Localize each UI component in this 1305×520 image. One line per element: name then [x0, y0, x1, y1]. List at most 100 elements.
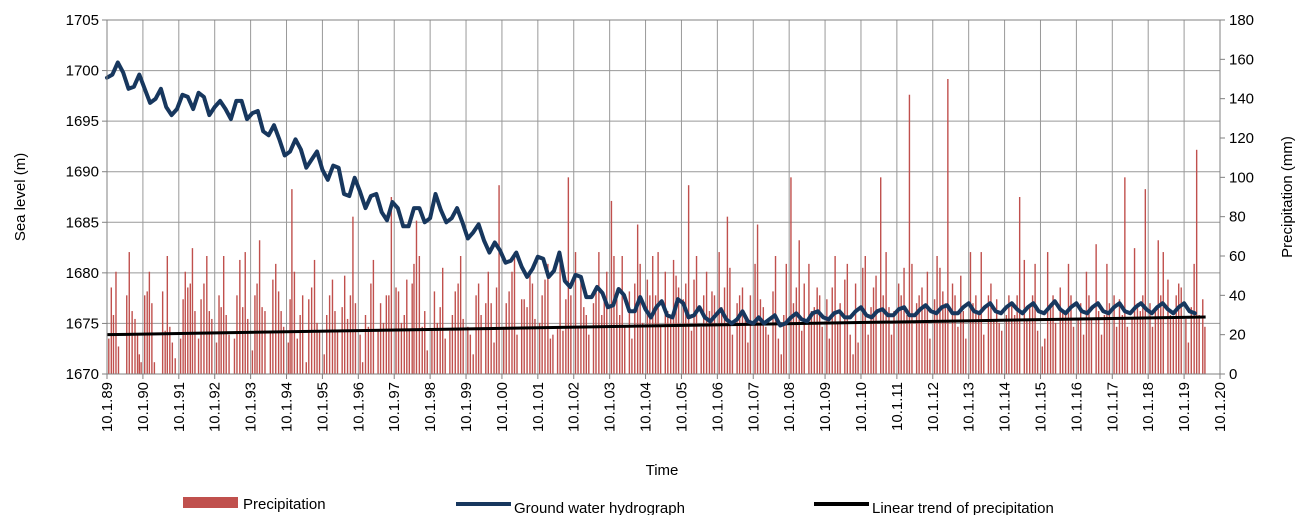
- precipitation-bar: [153, 362, 156, 374]
- precipitation-bar: [431, 330, 433, 374]
- precipitation-bar: [493, 342, 495, 374]
- precipitation-bar: [1049, 303, 1052, 374]
- x-tick-label: 10.1.14: [997, 382, 1014, 432]
- precipitation-bar: [1162, 252, 1164, 374]
- precipitation-bar: [331, 279, 334, 374]
- precipitation-bar: [182, 299, 184, 374]
- legend-label-precipitation: Precipitation: [243, 496, 326, 513]
- precipitation-bar: [326, 315, 328, 374]
- precipitation-bar: [171, 342, 174, 374]
- precipitation-bar: [174, 358, 176, 374]
- precipitation-bar: [467, 326, 469, 374]
- precipitation-bar: [942, 291, 944, 374]
- precipitation-bar: [731, 334, 734, 374]
- precipitation-bar: [705, 271, 708, 374]
- y-tick-label-right: 80: [1229, 209, 1246, 226]
- precipitation-bar: [498, 185, 500, 374]
- precipitation-bar: [397, 291, 400, 374]
- precipitation-bar: [677, 287, 680, 374]
- precipitation-bar: [1016, 295, 1018, 374]
- precipitation-bar: [933, 299, 936, 374]
- precipitation-bar: [1198, 315, 1200, 374]
- precipitation-bar: [1169, 315, 1172, 374]
- precipitation-bar: [1072, 326, 1075, 374]
- precipitation-bar: [472, 354, 474, 374]
- precipitation-bar: [634, 283, 636, 374]
- x-axis-title: Time: [646, 462, 679, 479]
- y-tick-label-right: 180: [1229, 12, 1254, 29]
- precipitation-bar: [918, 295, 920, 374]
- precipitation-bar: [480, 315, 482, 374]
- precipitation-bar: [606, 271, 608, 374]
- precipitation-bar: [765, 326, 767, 374]
- precipitation-bar: [1064, 315, 1067, 374]
- precipitation-bar: [960, 275, 962, 374]
- precipitation-bar: [1195, 149, 1198, 374]
- precipitation-bar: [588, 334, 590, 374]
- precipitation-bar: [239, 259, 241, 374]
- precipitation-bar: [343, 275, 346, 374]
- precipitation-bar: [736, 303, 738, 374]
- x-tick-label: 10.1.09: [817, 382, 834, 432]
- precipitation-bar: [1103, 315, 1106, 374]
- precipitation-bar: [703, 295, 705, 374]
- precipitation-bar: [169, 326, 171, 374]
- x-tick-label: 10.1.13: [961, 382, 978, 432]
- trend-layer: [106, 315, 1206, 337]
- precipitation-bar: [1193, 263, 1195, 374]
- precipitation-bar: [836, 322, 839, 374]
- precipitation-bar: [641, 322, 644, 374]
- precipitation-bar: [323, 354, 325, 374]
- precipitation-bar: [166, 256, 169, 374]
- precipitation-bar: [1113, 295, 1115, 374]
- precipitation-bar: [844, 279, 846, 374]
- x-tick-label: 10.1.00: [494, 382, 511, 432]
- precipitation-bar: [720, 307, 723, 374]
- precipitation-bar: [777, 338, 780, 374]
- precipitation-bar: [1151, 326, 1154, 374]
- precipitation-bar: [944, 303, 947, 374]
- precipitation-bar: [1204, 326, 1206, 374]
- precipitation-bar: [385, 295, 388, 374]
- precipitation-bar: [361, 362, 364, 374]
- precipitation-bar: [708, 311, 711, 374]
- precipitation-bar: [826, 299, 828, 374]
- precipitation-bar: [888, 307, 890, 374]
- precipitation-bar: [1121, 315, 1124, 374]
- x-tick-label: 10.1.93: [243, 382, 260, 432]
- x-tick-label: 10.1.18: [1140, 382, 1157, 432]
- precipitation-bar: [1187, 342, 1190, 374]
- precipitation-bar: [313, 259, 316, 374]
- precipitation-bar: [538, 322, 541, 374]
- precipitation-bar: [801, 330, 803, 374]
- y-tick-label-right: 100: [1229, 169, 1254, 186]
- precipitation-bar: [547, 263, 549, 374]
- precipitation-bar: [108, 338, 110, 374]
- precipitation-bar: [236, 295, 238, 374]
- precipitation-bar: [921, 287, 923, 374]
- precipitation-bar: [762, 307, 765, 374]
- precipitation-bar: [1175, 295, 1177, 374]
- precipitation-bars: [108, 79, 1206, 374]
- precipitation-bar: [215, 342, 218, 374]
- precipitation-bar: [659, 326, 662, 374]
- precipitation-bar: [503, 326, 505, 374]
- precipitation-bar: [354, 303, 357, 374]
- precipitation-bar: [301, 295, 304, 374]
- x-tick-label: 10.1.89: [99, 382, 116, 432]
- precipitation-bar: [580, 275, 582, 374]
- precipitation-bar: [880, 177, 882, 374]
- x-tick-label: 10.1.06: [709, 382, 726, 432]
- y-tick-label-right: 140: [1229, 91, 1254, 108]
- precipitation-bar: [1202, 299, 1204, 374]
- precipitation-bar: [669, 315, 672, 374]
- precipitation-bar: [194, 311, 196, 374]
- precipitation-bar: [1036, 330, 1039, 374]
- precipitation-bar: [565, 299, 567, 374]
- precipitation-bar: [1088, 295, 1090, 374]
- precipitation-bar: [418, 256, 421, 374]
- precipitation-bar: [810, 311, 813, 374]
- precipitation-bar: [616, 299, 618, 374]
- precipitation-bar: [1018, 197, 1021, 374]
- precipitation-bar: [1167, 279, 1169, 374]
